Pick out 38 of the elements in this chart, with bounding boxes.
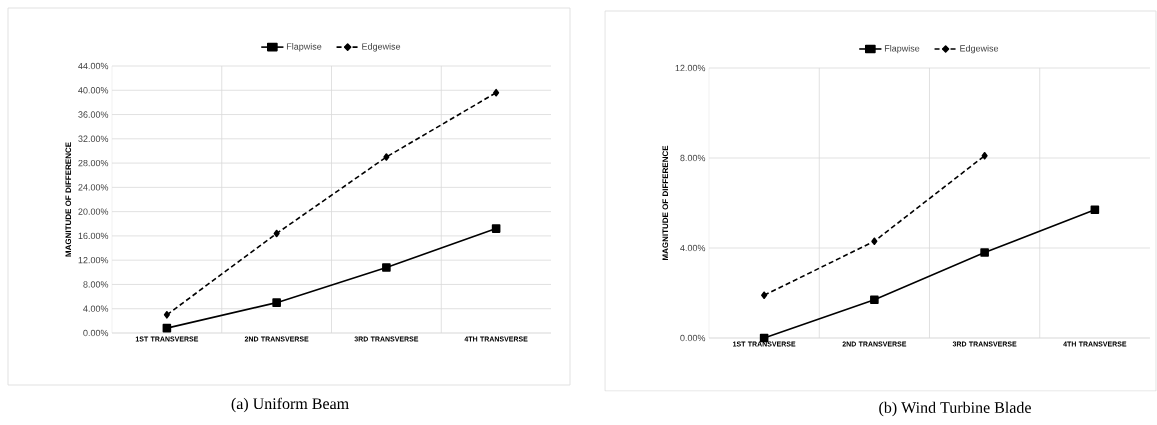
y-tick-label: 24.00% xyxy=(78,184,109,191)
y-tick-label: 8.00% xyxy=(83,281,109,288)
text: (a) Uniform Beam xyxy=(231,397,349,413)
point xyxy=(163,310,170,319)
y-tick-label: 28.00% xyxy=(78,159,109,167)
point xyxy=(493,88,500,97)
y-axis-title: MAGNITUDE OF DIFFERENCE xyxy=(65,142,72,257)
y-tick-label: 44.00% xyxy=(78,62,109,70)
y-tick-label: 36.00% xyxy=(78,111,109,118)
point xyxy=(981,151,988,160)
point xyxy=(870,295,879,305)
y-tick-label: 0.00% xyxy=(680,334,706,342)
y-tick-label: 20.00% xyxy=(78,208,109,215)
legend-label: Flapwise xyxy=(884,44,920,54)
point xyxy=(382,263,391,272)
y-tick-label: 32.00% xyxy=(78,135,109,142)
y-tick-label: 12.00% xyxy=(78,256,109,264)
point xyxy=(1090,205,1100,215)
legend-label: Edgewise xyxy=(362,43,401,52)
point xyxy=(273,229,280,238)
point xyxy=(272,298,281,307)
point xyxy=(871,237,878,246)
point xyxy=(491,224,501,233)
y-tick-label: 4.00% xyxy=(680,244,706,252)
y-tick-label: 16.00% xyxy=(78,232,109,240)
y-tick-label: 8.00% xyxy=(680,154,706,162)
text: (b) Wind Turbine Blade xyxy=(879,401,1031,417)
y-tick-label: 0.00% xyxy=(83,329,109,337)
legend-label: Flapwise xyxy=(286,43,322,52)
y-tick-label: 40.00% xyxy=(78,87,109,94)
y-tick-label: 12.00% xyxy=(675,64,706,72)
y-tick-label: 4.00% xyxy=(83,305,109,312)
y-axis-title: MAGNITUDE OF DIFFERENCE xyxy=(662,145,669,261)
point xyxy=(761,291,768,300)
legend-label: Edgewise xyxy=(960,44,999,54)
point xyxy=(980,248,989,257)
point xyxy=(162,323,172,333)
point xyxy=(383,153,390,161)
